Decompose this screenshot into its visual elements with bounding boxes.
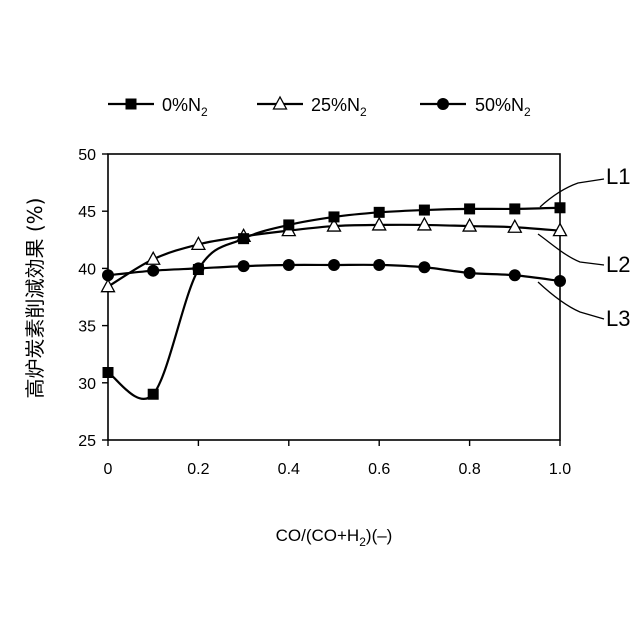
data-point-circle [373,259,385,271]
data-point-circle [418,261,430,273]
data-point-square [374,207,385,218]
x-tick-label: 1.0 [549,461,571,478]
callout-label: L2 [606,252,630,277]
x-tick-label: 0.6 [368,461,390,478]
callout-leader-line [540,179,604,207]
y-tick-label: 45 [78,204,96,221]
callout-L2: L2 [538,234,630,277]
data-point-circle [328,259,340,271]
data-point-circle [147,265,159,277]
y-tick-label: 50 [78,147,96,164]
data-point-triangle [102,280,115,292]
data-point-circle [509,269,521,281]
y-tick-label: 40 [78,261,96,278]
data-point-square [555,202,566,213]
legend-label: 0%N2 [162,95,208,119]
legend-label: 50%N2 [475,95,531,119]
series-line [108,208,560,399]
data-point-square [509,203,520,214]
y-tick-label: 25 [78,433,96,450]
data-point-square [283,219,294,230]
data-point-square [464,203,475,214]
x-tick-label: 0.2 [187,461,209,478]
callout-label: L3 [606,306,630,331]
plot-frame [108,154,560,440]
callouts: L1 L2 L3 [538,164,630,331]
x-tick-label: 0 [104,461,113,478]
data-point-circle [238,260,250,272]
data-point-square [329,211,340,222]
x-tick-label: 0.4 [278,461,300,478]
y-axis-title: 高炉炭素削減効果 (%) [23,198,47,399]
data-point-square [103,367,114,378]
data-point-square [238,233,249,244]
data-point-circle [283,259,295,271]
data-point-circle [102,269,114,281]
data-point-square [419,205,430,216]
data-point-square [126,99,137,110]
series-triangle [102,218,567,292]
callout-leader-line [538,234,604,265]
series-square [103,202,566,399]
callout-leader-line [538,282,604,319]
series-layer [102,202,567,399]
y-tick-label: 30 [78,376,96,393]
legend-entry: 25%N2 [257,95,367,119]
callout-L1: L1 [540,164,630,207]
callout-L3: L3 [538,282,630,331]
data-point-circle [464,267,476,279]
legend: 0%N2 25%N2 50%N2 [108,95,531,119]
x-axis-title: CO/(CO+H2)(–) [276,526,393,549]
axes: 25 30 35 40 45 50 0 0.2 0.4 0.6 0.8 1.0 [78,147,571,478]
y-tick-label: 35 [78,319,96,336]
legend-entry: 50%N2 [420,95,531,119]
callout-label: L1 [606,164,630,189]
data-point-square [148,389,159,400]
x-tick-label: 0.8 [458,461,480,478]
series-line [108,225,560,287]
legend-label: 25%N2 [311,95,367,119]
legend-entry: 0%N2 [108,95,208,119]
data-point-circle [554,275,566,287]
data-point-circle [437,98,449,110]
data-point-square [193,264,204,275]
series-circle [102,259,566,287]
